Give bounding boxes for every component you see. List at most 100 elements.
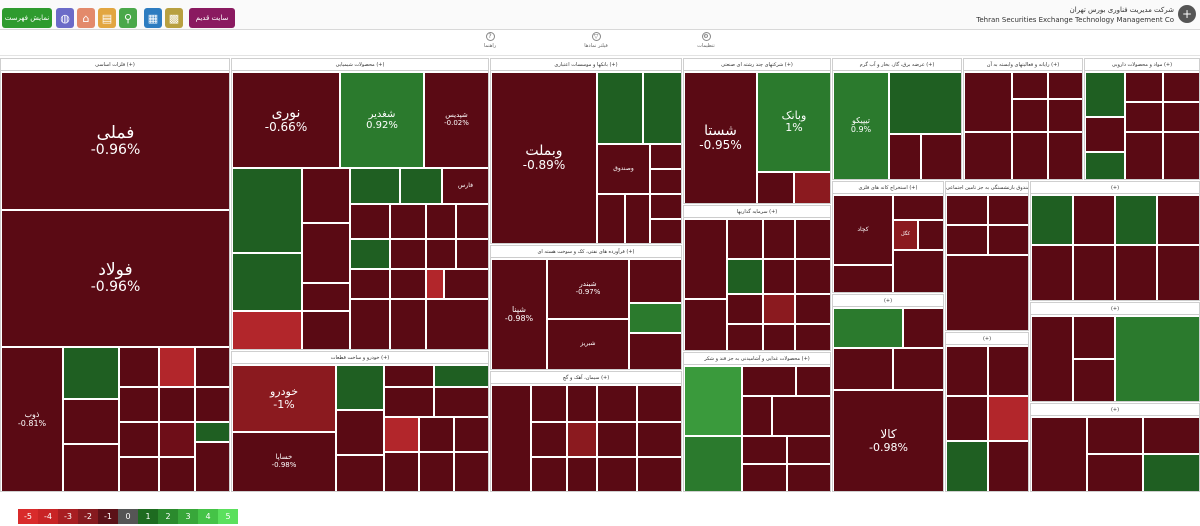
tile[interactable] xyxy=(637,385,681,422)
tile[interactable] xyxy=(650,219,681,243)
tile[interactable] xyxy=(302,168,350,223)
search-icon[interactable]: ⚲ xyxy=(119,8,137,28)
tile[interactable] xyxy=(988,441,1028,491)
tile[interactable] xyxy=(629,259,681,303)
grid-icon[interactable]: ▩ xyxy=(165,8,183,28)
tile[interactable] xyxy=(946,346,988,396)
tile[interactable] xyxy=(1085,117,1125,152)
tile[interactable] xyxy=(1031,316,1073,401)
tile[interactable] xyxy=(893,195,943,220)
tile[interactable] xyxy=(63,347,119,399)
tile[interactable] xyxy=(650,194,681,219)
tile[interactable] xyxy=(946,255,1028,330)
tile[interactable] xyxy=(988,396,1028,441)
tile[interactable] xyxy=(384,417,419,452)
tile-vbank[interactable]: وبانک 1% xyxy=(757,72,830,172)
tile[interactable] xyxy=(597,385,637,422)
tile[interactable] xyxy=(727,294,763,324)
tile[interactable] xyxy=(833,348,893,390)
tile[interactable] xyxy=(1073,316,1115,359)
tile[interactable] xyxy=(119,457,159,491)
tile[interactable] xyxy=(889,134,921,179)
filter-tool[interactable]: ▽ فیلتر نمادها xyxy=(584,32,608,49)
tile-tipiko[interactable]: تیپیکو 0.9% xyxy=(833,72,889,179)
tile[interactable] xyxy=(119,422,159,457)
tile[interactable] xyxy=(650,169,681,194)
tile[interactable] xyxy=(1073,359,1115,401)
tile[interactable] xyxy=(1048,72,1082,99)
tile[interactable] xyxy=(195,347,229,387)
tile-shghadir[interactable]: شغدیر 0.92% xyxy=(340,72,424,168)
tile[interactable] xyxy=(567,457,597,491)
tile[interactable] xyxy=(946,225,988,255)
old-site-button[interactable]: سایت قدیم xyxy=(189,8,235,28)
tile[interactable] xyxy=(597,422,637,457)
tile-shbandar[interactable]: شبندر -0.97% xyxy=(547,259,629,319)
globe-icon[interactable]: ◍ xyxy=(56,8,74,28)
tile[interactable] xyxy=(988,195,1028,225)
tile[interactable] xyxy=(650,144,681,169)
printer-icon[interactable]: ▤ xyxy=(98,8,116,28)
tile[interactable] xyxy=(763,324,795,350)
tile[interactable] xyxy=(597,72,643,144)
tile[interactable] xyxy=(1125,132,1163,179)
tile[interactable] xyxy=(491,385,531,491)
tile[interactable] xyxy=(63,399,119,444)
tile[interactable] xyxy=(426,269,444,299)
tile[interactable] xyxy=(119,387,159,422)
tile[interactable] xyxy=(195,442,229,491)
tile[interactable] xyxy=(384,452,419,491)
help-tool[interactable]: ? راهنما xyxy=(483,32,497,49)
tile[interactable] xyxy=(434,365,488,387)
tile[interactable] xyxy=(772,396,830,436)
tile[interactable] xyxy=(727,259,763,294)
tile[interactable] xyxy=(893,348,943,390)
tile[interactable] xyxy=(531,385,567,422)
tile[interactable] xyxy=(336,455,384,491)
tile[interactable] xyxy=(946,441,988,491)
tile[interactable] xyxy=(684,366,742,436)
calendar-icon[interactable]: ▦ xyxy=(144,8,162,28)
tile[interactable] xyxy=(456,204,488,239)
tile[interactable] xyxy=(1031,245,1073,300)
tile[interactable] xyxy=(1073,245,1115,300)
tile[interactable] xyxy=(795,294,830,324)
tile[interactable] xyxy=(1073,195,1115,245)
tile[interactable] xyxy=(629,303,681,333)
tile-shpadis[interactable]: شپدیس -0.02% xyxy=(424,72,488,168)
tile[interactable]: وصندوق xyxy=(597,144,650,194)
tile[interactable] xyxy=(444,269,488,299)
tile[interactable] xyxy=(684,219,727,299)
tile[interactable] xyxy=(637,457,681,491)
tile[interactable] xyxy=(1087,454,1143,491)
tile[interactable] xyxy=(232,168,302,253)
tile[interactable] xyxy=(1012,132,1048,179)
tile[interactable]: شبریز xyxy=(547,319,629,369)
tile[interactable] xyxy=(629,333,681,369)
tile[interactable] xyxy=(1163,72,1199,102)
tile[interactable] xyxy=(637,422,681,457)
tile[interactable] xyxy=(794,172,830,203)
tile[interactable] xyxy=(988,346,1028,396)
home-icon[interactable]: ⌂ xyxy=(77,8,95,28)
tile[interactable] xyxy=(350,168,400,204)
tile[interactable] xyxy=(833,265,893,292)
tile[interactable] xyxy=(742,464,787,491)
tile-khodro[interactable]: خودرو -1% xyxy=(232,365,336,432)
tile[interactable] xyxy=(390,299,426,349)
tile[interactable] xyxy=(1125,72,1163,102)
tile[interactable] xyxy=(1012,99,1048,132)
tile[interactable] xyxy=(350,269,390,299)
tile[interactable] xyxy=(597,194,625,243)
plus-circle-icon[interactable]: + xyxy=(1178,5,1196,23)
tile[interactable]: فارس xyxy=(442,168,488,204)
tile[interactable] xyxy=(531,422,567,457)
tile[interactable] xyxy=(1115,316,1199,401)
tile-khsapa[interactable]: خساپا -0.98% xyxy=(232,432,336,491)
tile[interactable] xyxy=(1012,72,1048,99)
tile[interactable] xyxy=(833,308,903,348)
tile[interactable] xyxy=(567,422,597,457)
tile[interactable] xyxy=(795,324,830,350)
tile[interactable] xyxy=(390,204,426,239)
tile[interactable] xyxy=(302,283,350,311)
